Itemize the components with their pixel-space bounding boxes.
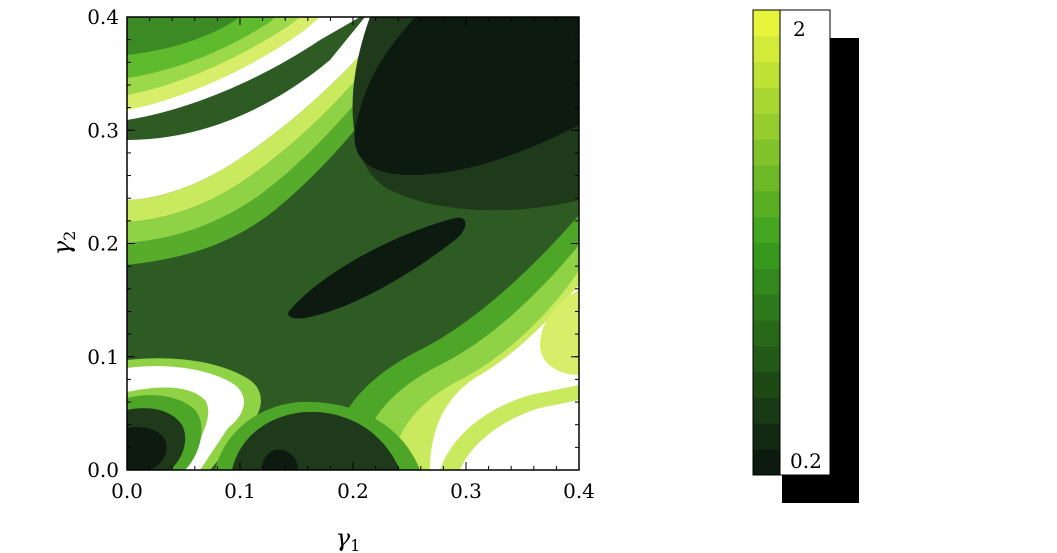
colorbar-swatch [753,216,780,243]
x-axis-label: γ1 [336,524,361,553]
contour-field [127,17,579,470]
y-tick-label: 0.4 [87,5,119,29]
y-axis-label: γ2 [48,231,79,256]
contour-white-ridge-upper [127,17,392,200]
colorbar-swatch [753,35,780,63]
colorbar-swatch [753,268,780,295]
colorbar-swatch [753,87,780,114]
contour-lower-left-minimum [127,427,167,470]
x-tick-label: 0.1 [224,479,256,503]
colorbar-swatch [753,320,780,347]
contour-right-edge-ridge [540,290,579,375]
contour-lower-left-ridge [127,366,244,470]
colorbar-swatch [753,165,780,192]
contour-band-mid-left-2 [127,17,418,243]
colorbar-strip-frame [752,9,781,476]
colorbar-swatch [753,113,780,140]
colorbar-max-label: 2 [793,17,806,41]
contour-upper-right-minimum [354,17,579,175]
x-tick-label: 0.2 [337,479,369,503]
contour-band-mid-left-3 [127,17,430,265]
colorbar-swatch [753,345,780,373]
contour-bottom-center-minimum [262,449,298,470]
axis-ticks: 0.0 0.1 0.2 0.3 0.4 0.0 0.1 0.2 0.3 0.4 [87,5,595,503]
colorbar-swatch [753,61,780,88]
y-tick-label: 0.2 [87,232,119,256]
colorbar-swatch [753,371,780,398]
contour-lower-right-bottom-2 [460,400,579,470]
colorbar-swatch [753,139,780,166]
colorbar-swatches [753,10,780,476]
colorbar-min-label: 0.2 [790,449,822,473]
y-tick-label: 0.0 [87,458,119,482]
y-tick-label: 0.1 [87,345,119,369]
colorbar-swatch [753,423,780,450]
colorbar-swatch [753,294,780,321]
x-tick-label: 0.4 [563,479,595,503]
colorbar-swatch [753,449,780,476]
y-tick-label: 0.3 [87,118,119,142]
contour-central-valley-minimum [288,217,466,319]
colorbar-swatch [753,10,780,37]
x-tick-label: 0.0 [111,479,143,503]
colorbar-swatch [753,397,780,424]
colorbar-swatch [753,190,780,218]
x-tick-label: 0.3 [450,479,482,503]
contour-band-top-left-4 [127,17,240,55]
colorbar-swatch [753,242,780,269]
